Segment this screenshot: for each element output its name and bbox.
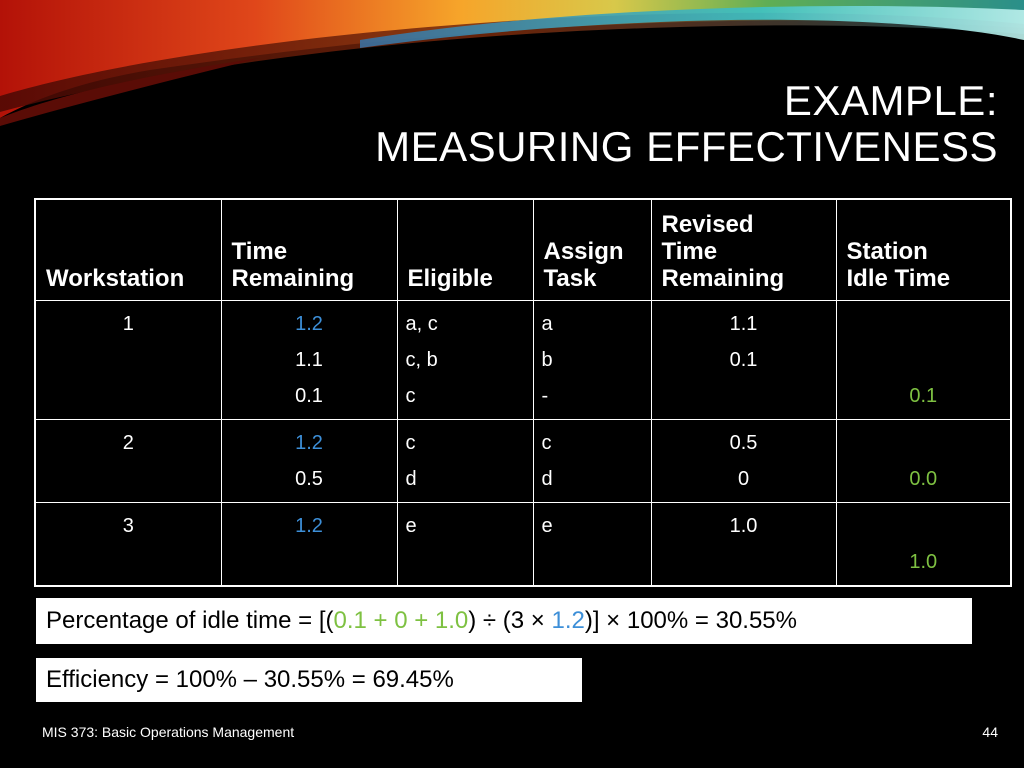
title-line-2: MEASURING EFFECTIVENESS [375,123,998,170]
table-row: 1 1.2 1.1 0.1 a, c c, b c a b [34,300,1012,420]
cell-station-idle-time: 1.0 [835,502,1012,587]
header-time-remaining: Time Remaining [220,198,398,301]
table-row: 2 1.2 0.5 c d c d [34,419,1012,503]
slide-title: EXAMPLE: MEASURING EFFECTIVENESS [375,78,998,170]
header-assign-task: Assign Task [532,198,652,301]
idle-percentage-formula: Percentage of idle time = [(0.1 + 0 + 1.… [36,598,972,644]
cell-time-remaining: 1.2 [220,502,398,587]
cell-time-remaining: 1.2 0.5 [220,419,398,503]
cell-time-remaining: 1.2 1.1 0.1 [220,300,398,420]
cell-eligible: a, c c, b c [396,300,534,420]
title-line-1: EXAMPLE: [783,77,998,124]
header-workstation: Workstation [34,198,222,301]
decorative-swoosh-banner [0,0,1024,126]
cell-eligible: e [396,502,534,587]
cell-workstation: 1 [34,300,222,420]
cell-workstation: 3 [34,502,222,587]
cell-assign-task: c d [532,419,652,503]
header-station-idle-time: Station Idle Time [835,198,1012,301]
idle-sum: 0.1 + 0 + 1.0 [333,607,469,634]
cell-station-idle-time: 0.0 [835,419,1012,503]
cell-workstation: 2 [34,419,222,503]
header-revised-time-remaining: Revised Time Remaining [650,198,837,301]
cell-station-idle-time: 0.1 [835,300,1012,420]
line-balancing-table: Workstation Time Remaining Eligible Assi… [34,198,1012,587]
cell-revised-time-remaining: 1.0 [650,502,837,587]
cell-revised-time-remaining: 0.5 0 [650,419,837,503]
cell-eligible: c d [396,419,534,503]
table-header-row: Workstation Time Remaining Eligible Assi… [34,198,1012,301]
cell-revised-time-remaining: 1.1 0.1 [650,300,837,420]
table-row: 3 1.2 e e 1.0 1.0 [34,502,1012,587]
cycle-time: 1.2 [551,607,585,634]
cell-assign-task: a b - [532,300,652,420]
cell-assign-task: e [532,502,652,587]
footer-course-name: MIS 373: Basic Operations Management [42,724,295,740]
efficiency-formula: Efficiency = 100% – 30.55% = 69.45% [36,658,582,702]
slide-number: 44 [982,724,998,740]
header-eligible: Eligible [396,198,534,301]
